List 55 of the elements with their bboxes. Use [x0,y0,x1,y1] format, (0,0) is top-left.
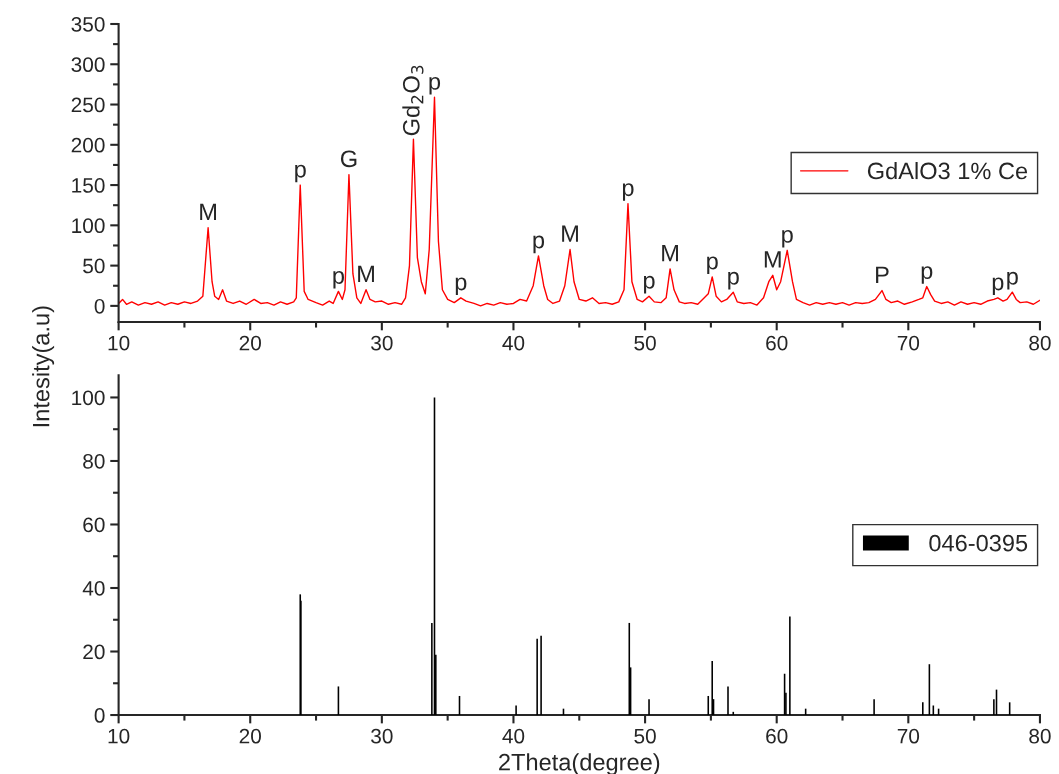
x-tick-label: 40 [502,335,525,351]
annotation: p [429,76,441,95]
x-tick-label: 10 [108,728,130,744]
annotation: p [295,164,306,183]
x-tick-label: 30 [371,335,393,351]
annotation: M [358,265,374,283]
y-tick-label: 0 [94,298,105,314]
y-tick-label: 350 [71,17,105,32]
x-tick-label: 60 [766,335,788,351]
x-tick-label: 20 [239,335,261,351]
x-tick-label: 60 [766,728,788,744]
annotation: p [622,183,634,201]
x-tick-label: 30 [371,728,393,744]
y-tick-label: 300 [71,57,105,73]
annotation: M [764,251,781,268]
y-tick-label: 250 [71,97,105,113]
y-tick-label: 0 [94,708,105,723]
annotation: p [921,266,933,284]
y-tick-label: 150 [72,178,105,193]
line-series [118,96,1040,307]
x-tick-label: 40 [502,728,525,744]
annotation: p [455,277,467,296]
x-tick-label: 50 [634,335,656,351]
y-tick-label: 100 [72,390,105,406]
x-tick-label: 70 [897,728,920,744]
annotation: p [643,275,655,294]
annotation: p [992,277,1004,296]
x-tick-label: 70 [897,335,920,351]
legend-label: 046-0395 [929,534,1028,552]
y-tick-label: 20 [83,644,105,660]
x-tick-label: 80 [1029,335,1051,351]
y-tick-label: 40 [82,581,105,596]
annotation: p [728,271,739,290]
annotation: M [562,225,578,242]
annotation: Gd$_{2}$O$_{3}$ [402,65,424,136]
annotation: p [782,229,793,248]
x-tick-label: 20 [239,728,261,744]
x-tick-label: 50 [634,728,656,744]
y-tick-label: 50 [83,258,105,274]
annotation: p [707,256,718,275]
annotation: p [333,271,344,289]
y-tick-label: 200 [71,137,105,153]
annotation: P [876,266,889,283]
y-axis-title: Intesity(a.u) [32,306,55,427]
annotation: M [200,203,217,221]
y-tick-label: 60 [83,517,105,533]
annotation: M [662,244,678,262]
y-tick-label: 100 [72,218,105,234]
legend-label: GdAlO3 1% Ce [867,161,1028,180]
annotation: G [340,150,357,168]
x-tick-label: 10 [108,335,130,351]
x-tick-label: 80 [1029,728,1051,744]
annotation: p [533,235,545,254]
annotation: p [1007,271,1018,290]
y-tick-label: 80 [83,453,105,469]
